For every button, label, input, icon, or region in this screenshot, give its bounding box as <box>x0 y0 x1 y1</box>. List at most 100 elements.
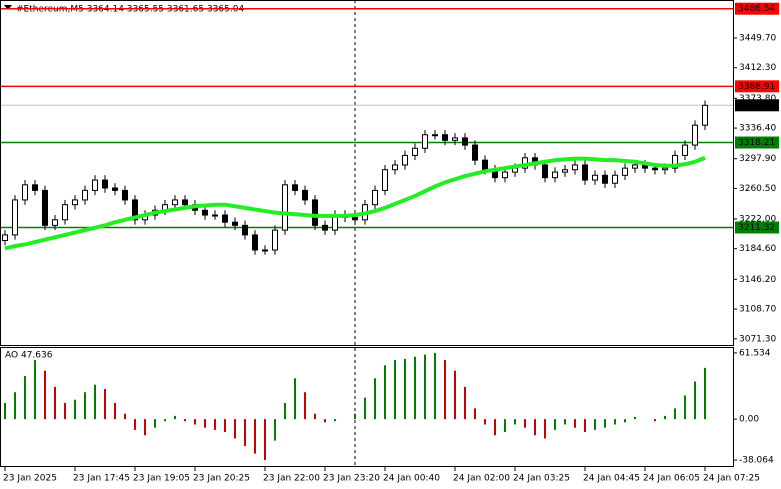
candle-body <box>652 167 658 171</box>
candle-body <box>382 169 388 191</box>
candle-body <box>232 221 238 226</box>
y-tick-label: 3412.30 <box>739 63 776 73</box>
candle-body <box>672 154 678 169</box>
x-tick-label: 24 Jan 03:25 <box>513 474 570 484</box>
y-tick-label: 3108.70 <box>739 305 776 315</box>
candle-body <box>282 184 288 231</box>
y-tick-label: 3071.30 <box>739 334 776 344</box>
ao-tick-label: 61.534 <box>739 348 771 358</box>
x-tick-label: 24 Jan 00:40 <box>383 474 440 484</box>
candle-body <box>202 209 208 216</box>
candle-body <box>612 174 618 184</box>
candle-body <box>72 199 78 206</box>
menu-arrow <box>4 5 12 10</box>
candle-body <box>412 147 418 156</box>
candle-body <box>422 134 428 149</box>
level-label: 3486.54 <box>738 4 775 14</box>
candle-body <box>262 249 268 252</box>
candle-body <box>622 167 628 176</box>
candle-body <box>692 124 698 146</box>
candle-body <box>502 171 508 179</box>
candle-body <box>2 234 8 241</box>
candle-body <box>222 214 228 223</box>
candle-body <box>372 189 378 206</box>
candle-body <box>132 199 138 221</box>
candle-body <box>272 229 278 251</box>
candle-body <box>52 219 58 226</box>
candle-body <box>62 204 68 221</box>
x-tick-label: 23 Jan 23:20 <box>323 474 380 484</box>
ao-title: AO 47.636 <box>5 351 53 361</box>
x-tick-label: 23 Jan 17:45 <box>73 474 130 484</box>
y-tick-label: 3336.40 <box>739 124 776 134</box>
candle-body <box>312 199 318 226</box>
candle-body <box>392 164 398 171</box>
candle-body <box>322 224 328 231</box>
candle-body <box>572 164 578 171</box>
candle-body <box>702 104 708 126</box>
candle-body <box>452 137 458 141</box>
x-tick-label: 23 Jan 20:25 <box>193 474 250 484</box>
candle-body <box>592 174 598 181</box>
candle-body <box>92 179 98 191</box>
level-box <box>735 221 779 234</box>
x-tick-label: 24 Jan 04:45 <box>583 474 640 484</box>
x-tick-label: 24 Jan 06:05 <box>643 474 700 484</box>
y-tick-label: 3184.60 <box>739 244 776 254</box>
chart-title: #Ethereum,M5 3364.14 3365.55 3361.65 336… <box>16 5 244 15</box>
candle-body <box>632 164 638 169</box>
last-price-label: 3365.04 <box>738 101 775 111</box>
y-tick-label: 3297.90 <box>739 154 776 164</box>
y-tick-label: 3260.50 <box>739 184 776 194</box>
candle-body <box>462 137 468 146</box>
y-tick-label: 3449.70 <box>739 33 776 43</box>
level-label: 3388.91 <box>738 82 775 92</box>
ao-tick-label: -38.064 <box>739 456 774 466</box>
candle-body <box>482 159 488 171</box>
candle-body <box>32 184 38 191</box>
candle-body <box>12 199 18 236</box>
level-label: 3318.21 <box>738 138 775 148</box>
x-tick-label: 23 Jan 2025 <box>3 474 57 484</box>
candle-body <box>292 184 298 191</box>
candle-body <box>212 214 218 217</box>
y-tick-label: 3222.00 <box>739 215 776 225</box>
candle-body <box>562 169 568 173</box>
x-tick-label: 24 Jan 07:25 <box>703 474 760 484</box>
candle-body <box>182 199 188 206</box>
candle-body <box>582 164 588 181</box>
candle-body <box>302 189 308 201</box>
candle-body <box>102 179 108 189</box>
x-tick-label: 23 Jan 22:00 <box>263 474 320 484</box>
ao-frame <box>0 347 734 467</box>
last-price-box <box>735 99 779 112</box>
candle-body <box>252 234 258 251</box>
ao-tick-label: 0.00 <box>739 415 759 425</box>
candle-body <box>472 144 478 161</box>
candle-body <box>552 171 558 179</box>
level-box <box>735 2 779 15</box>
y-tick-label: 3373.80 <box>739 94 776 104</box>
candle-body <box>542 164 548 179</box>
candle-body <box>22 184 28 201</box>
x-tick-label: 24 Jan 02:00 <box>453 474 510 484</box>
candle-body <box>172 199 178 206</box>
candle-body <box>402 154 408 166</box>
candle-body <box>432 134 438 137</box>
candle-body <box>682 144 688 156</box>
candle-body <box>112 187 118 191</box>
level-box <box>735 80 779 93</box>
level-box <box>735 136 779 149</box>
moving-average <box>4 155 706 251</box>
level-label: 3211.32 <box>738 223 775 233</box>
candle-body <box>122 189 128 201</box>
candle-body <box>242 224 248 236</box>
candle-body <box>352 216 358 221</box>
candle-body <box>82 189 88 201</box>
candle-body <box>662 167 668 171</box>
y-tick-label: 3146.20 <box>739 275 776 285</box>
candle-body <box>602 174 608 184</box>
x-tick-label: 23 Jan 19:05 <box>133 474 190 484</box>
